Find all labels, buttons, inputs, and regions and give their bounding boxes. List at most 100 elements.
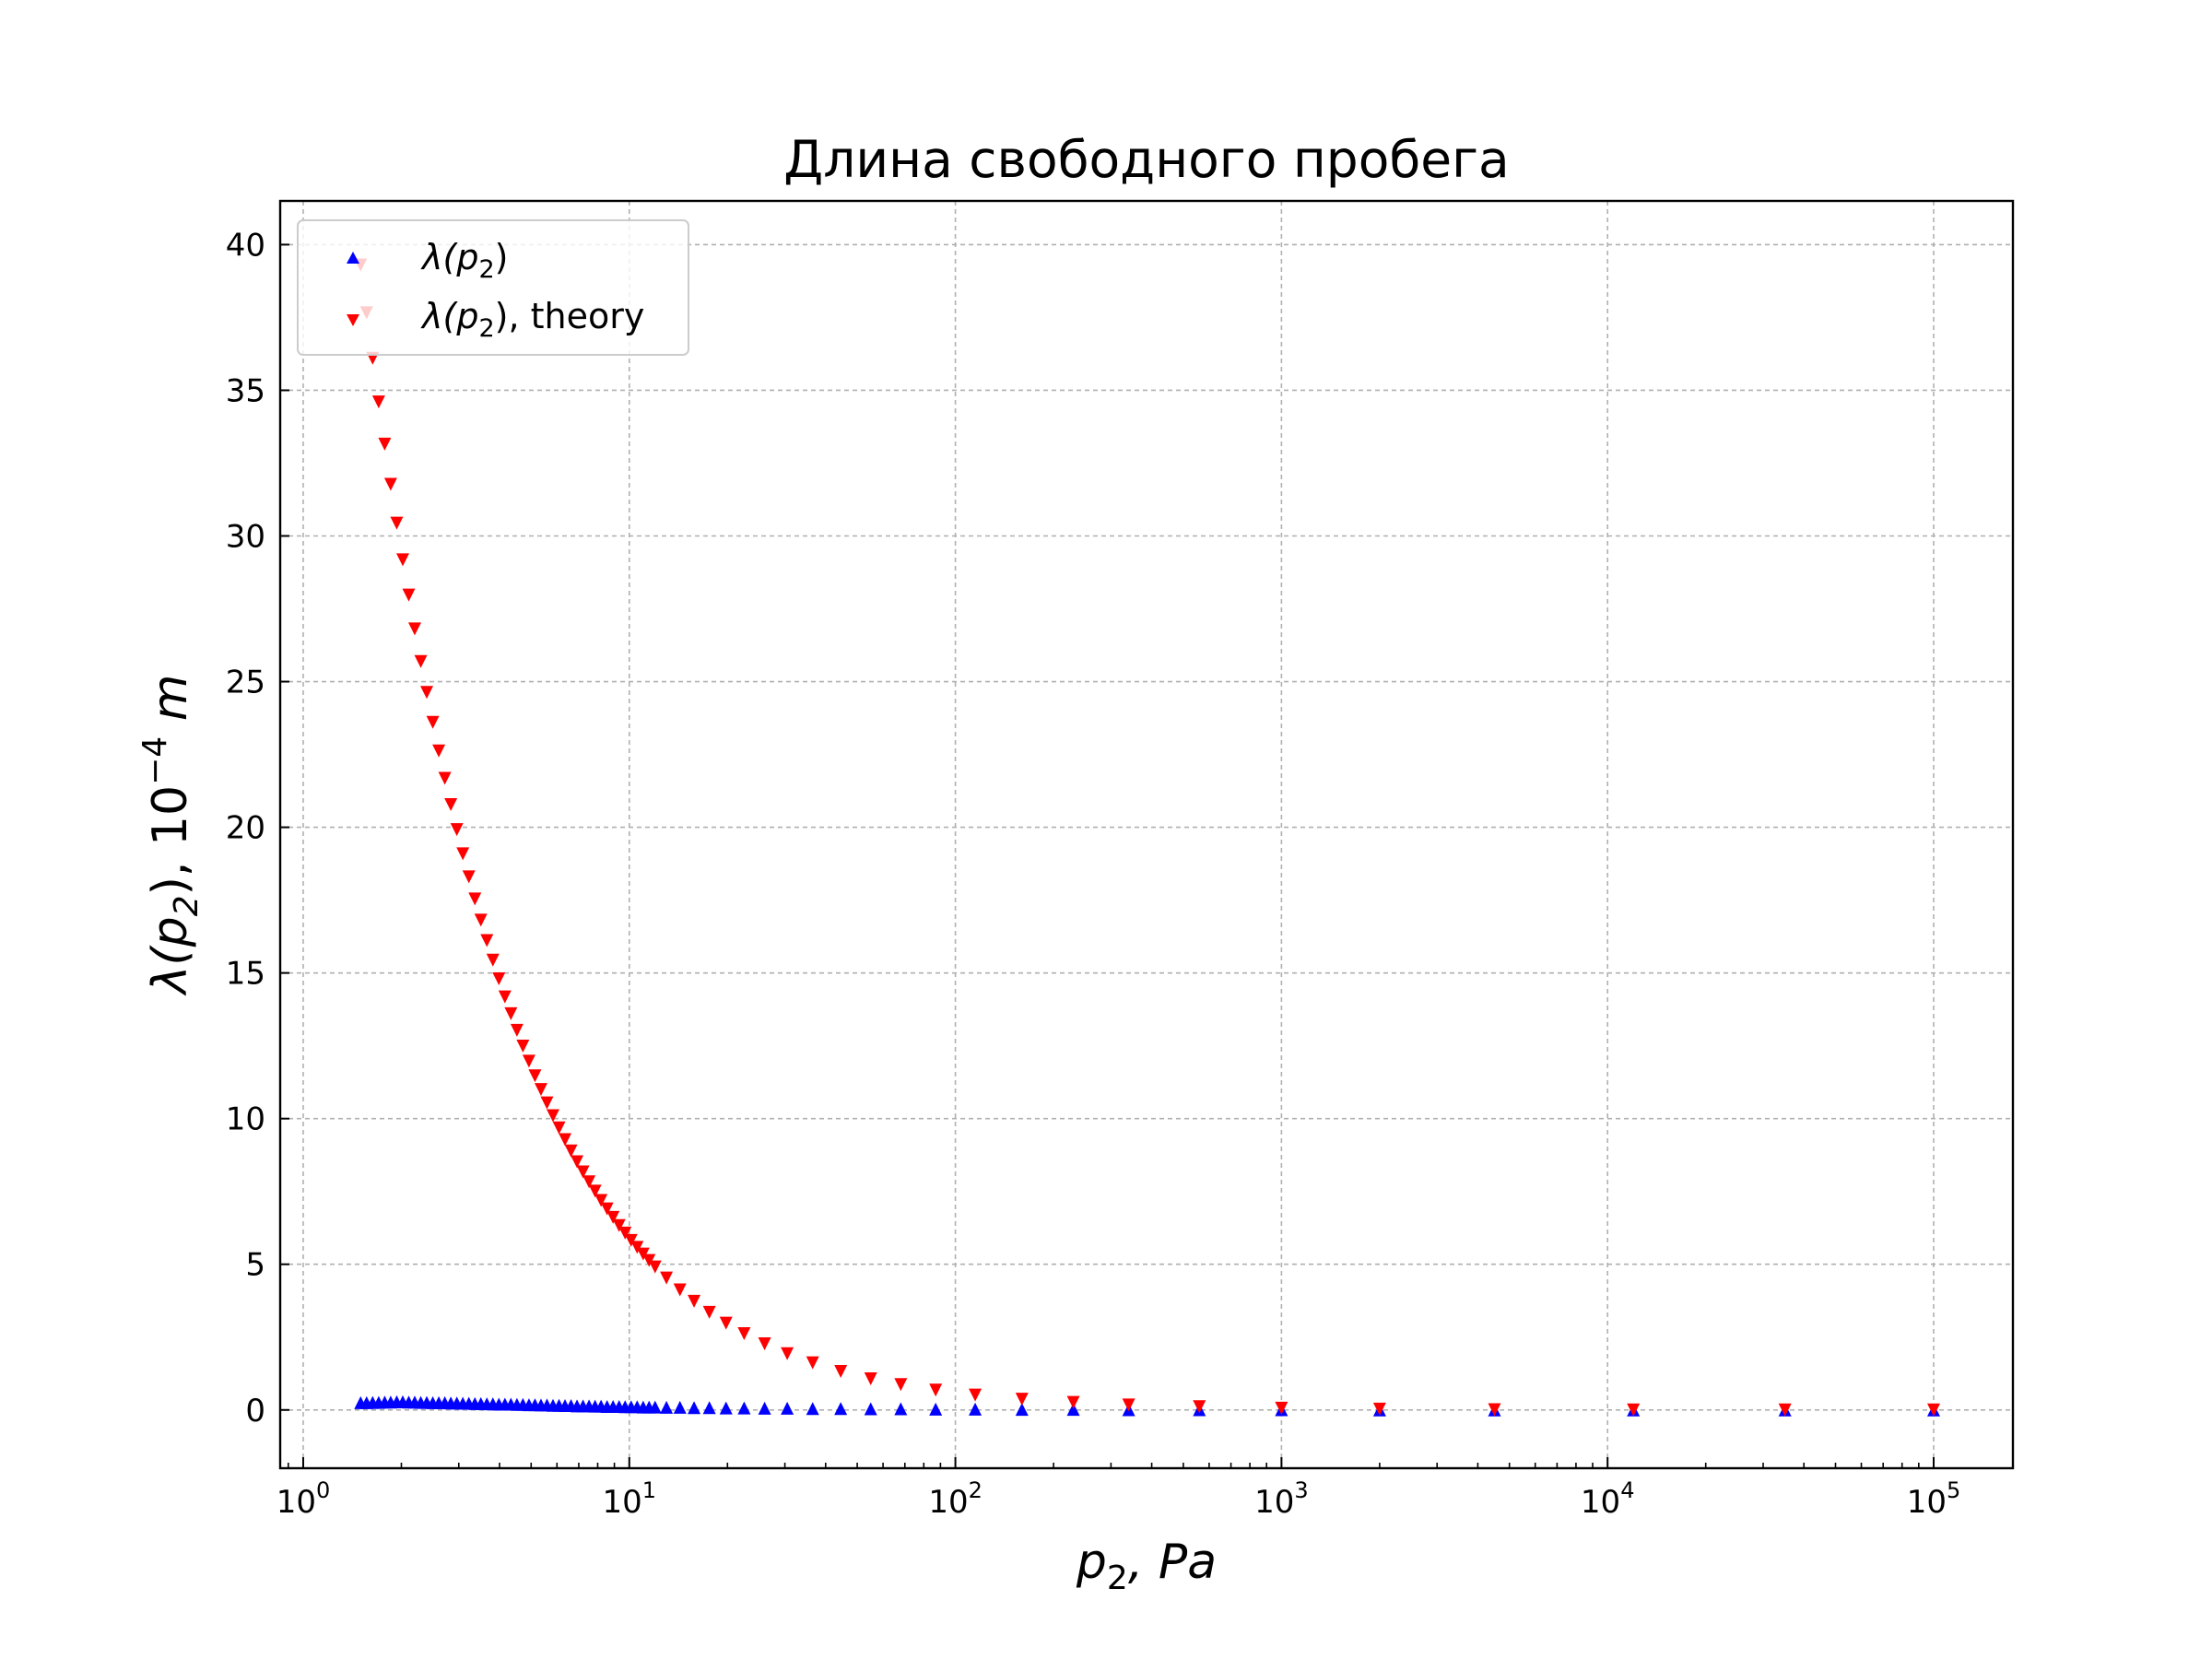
x-tick-exponent: 0 (316, 1477, 330, 1503)
point-theory (571, 1155, 584, 1169)
point-theory (1015, 1393, 1029, 1406)
point-measured (781, 1401, 794, 1415)
legend-entry-theory: λ(p2), theory (347, 296, 644, 343)
x-tick-base: 10 (1581, 1484, 1620, 1521)
y-tick-label: 15 (226, 956, 265, 993)
x-tick-label: 103 (1254, 1477, 1309, 1521)
point-theory (688, 1294, 701, 1308)
point-theory (407, 622, 421, 636)
point-theory (1488, 1403, 1501, 1417)
point-theory (390, 516, 404, 530)
x-axis-label-sub: 2 (1107, 1559, 1128, 1597)
point-theory (576, 1165, 590, 1179)
point-theory (594, 1194, 608, 1207)
point-theory (606, 1210, 620, 1224)
y-tick-label: 10 (226, 1101, 265, 1138)
point-theory (402, 588, 416, 602)
point-theory (426, 715, 440, 729)
point-theory (660, 1271, 674, 1285)
point-theory (719, 1316, 733, 1330)
axis-ticks (280, 243, 1936, 1468)
point-theory (540, 1096, 554, 1110)
point-measured (806, 1402, 819, 1416)
legend-box (297, 219, 689, 356)
x-tick-label: 101 (603, 1477, 657, 1521)
x-tick-base: 10 (1254, 1484, 1294, 1521)
point-theory (504, 1006, 518, 1020)
x-tick-label: 105 (1907, 1477, 1961, 1521)
point-theory (432, 744, 446, 758)
legend-label-theory: λ(p2), theory (420, 296, 644, 343)
point-theory (474, 913, 488, 927)
y-tick-label: 20 (226, 810, 265, 847)
point-theory (929, 1383, 943, 1397)
point-theory (564, 1144, 578, 1158)
point-theory (806, 1356, 819, 1370)
x-tick-exponent: 4 (1620, 1477, 1634, 1503)
point-measured (1015, 1403, 1029, 1417)
point-measured (719, 1401, 733, 1415)
point-theory (396, 553, 410, 567)
point-theory (438, 771, 452, 785)
data-points (354, 258, 1941, 1417)
x-tick-labels: 100 101 102 103 104 105 (276, 1477, 1961, 1521)
point-theory (618, 1226, 632, 1240)
legend-marker-measured (347, 252, 359, 264)
point-theory (758, 1337, 771, 1351)
point-theory (516, 1039, 530, 1053)
legend: λ(p2) λ(p2), theory (297, 219, 689, 356)
legend-marker-theory (347, 314, 359, 326)
point-theory (371, 395, 385, 409)
point-theory (1066, 1395, 1080, 1409)
point-theory (420, 686, 434, 700)
x-axis-label-tail: , Pa (1128, 1535, 1217, 1590)
point-theory (534, 1083, 547, 1097)
point-measured (834, 1402, 848, 1416)
y-tick-label: 40 (226, 227, 265, 264)
point-theory (510, 1023, 524, 1037)
y-tick-label: 35 (226, 372, 265, 409)
point-measured (648, 1400, 662, 1414)
point-theory (378, 437, 392, 451)
point-measured (929, 1402, 943, 1416)
y-tick-label: 30 (226, 519, 265, 556)
point-theory (522, 1054, 535, 1068)
point-measured (702, 1401, 716, 1415)
x-tick-label: 104 (1581, 1477, 1635, 1521)
point-theory (383, 477, 397, 491)
point-theory (588, 1184, 602, 1198)
y-axis-label-unit: m (143, 675, 198, 736)
x-tick-label: 100 (276, 1477, 331, 1521)
point-theory (468, 892, 482, 906)
y-tick-labels: 0 5 10 15 20 25 30 35 40 (226, 227, 265, 1429)
point-theory (450, 823, 464, 837)
y-axis-label-sub: 2 (168, 895, 206, 916)
point-theory (1372, 1402, 1386, 1416)
x-axis-label-main: p (1076, 1535, 1107, 1590)
point-measured (660, 1400, 674, 1414)
point-theory (1275, 1401, 1288, 1415)
point-theory (547, 1109, 560, 1123)
point-theory (648, 1260, 662, 1274)
point-theory (462, 870, 476, 884)
y-axis-label-exp: −4 (136, 736, 174, 785)
x-axis-label: p2, Pa (1076, 1535, 1217, 1597)
point-theory (492, 971, 506, 985)
point-measured (673, 1400, 687, 1414)
point-theory (834, 1365, 848, 1379)
point-theory (864, 1371, 877, 1385)
point-measured (737, 1401, 751, 1415)
x-tick-exponent: 1 (642, 1477, 656, 1503)
point-theory (559, 1133, 572, 1147)
point-theory (737, 1326, 751, 1340)
point-theory (624, 1233, 638, 1247)
point-theory (582, 1175, 596, 1189)
point-theory (552, 1121, 566, 1135)
x-tick-exponent: 2 (969, 1477, 982, 1503)
point-theory (444, 797, 458, 811)
y-axis-label-lambda: λ(p (143, 916, 198, 996)
point-theory (1627, 1403, 1641, 1417)
x-tick-base: 10 (603, 1484, 642, 1521)
point-theory (456, 847, 470, 861)
